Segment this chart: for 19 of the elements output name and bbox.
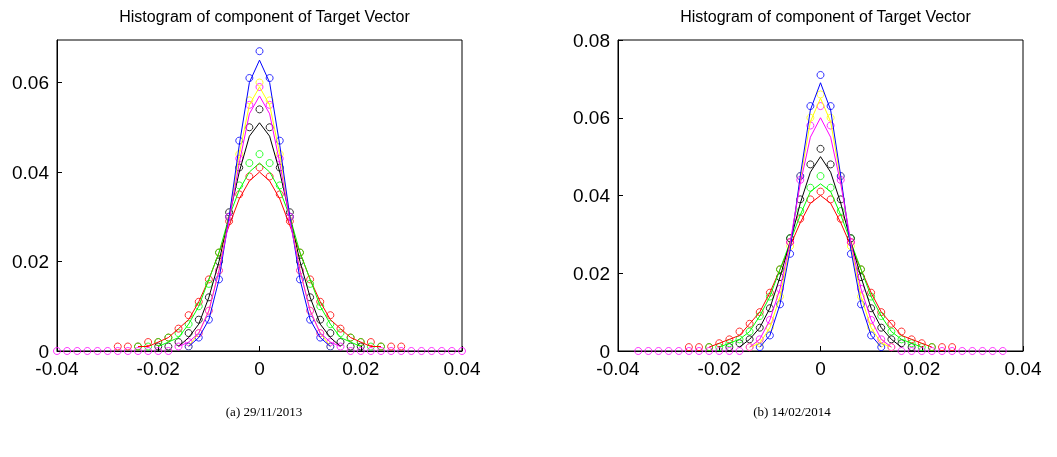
y-tick-label: 0.04 [573,185,611,206]
x-tick-label: 0.04 [1004,358,1042,379]
text: (b) 14/02/2014 [753,404,832,419]
x-tick-label: -0.02 [136,358,180,379]
y-tick-label: 0.06 [12,72,49,94]
text: (a) 29/11/2013 [225,404,303,419]
x-tick-label: 0.02 [342,358,380,379]
y-tick-label: 0.04 [12,161,50,183]
x-tick-label: 0.02 [903,358,941,379]
y-tick-label: 0.08 [573,29,610,51]
x-tick-label: 0.04 [443,358,481,379]
x-tick-label: -0.02 [697,358,741,379]
y-tick-label: 0.02 [573,262,610,284]
chart-title: Histogram of component of Target Vector [680,7,972,25]
y-tick-label: 0.02 [12,251,49,272]
chart-title: Histogram of component of Target Vector [119,7,411,25]
x-tick-label: 0 [815,358,826,379]
y-tick-label: 0.06 [573,107,610,129]
x-tick-label: 0 [254,358,265,379]
